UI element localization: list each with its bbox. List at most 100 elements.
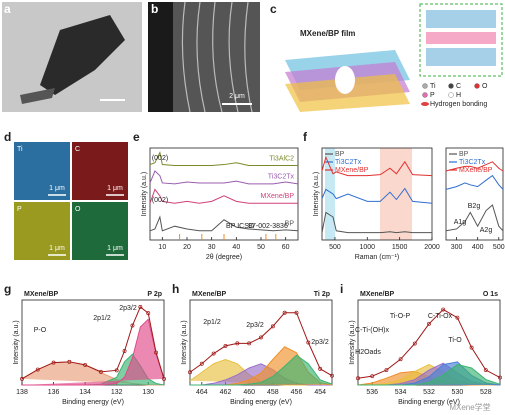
y-axis-label: Intensity (a.u.)	[349, 320, 356, 364]
annotation: Ti-O-P	[390, 313, 411, 320]
x-tick-label: 528	[480, 389, 492, 396]
series-line	[22, 318, 165, 386]
highlight-band	[325, 148, 335, 240]
chart-title: MXene/BP	[192, 291, 227, 298]
annotation: BP ICSD	[226, 223, 254, 230]
y-axis-label: Intensity (a.u.)	[141, 172, 148, 216]
annotation: A1g	[454, 219, 467, 226]
x-tick-label: 462	[220, 389, 232, 396]
annotation: (002)	[152, 155, 168, 162]
series-line	[149, 188, 298, 204]
sem-layers	[181, 1, 253, 113]
eds-map	[72, 142, 128, 200]
data-point	[384, 368, 389, 372]
data-point	[138, 305, 143, 309]
x-tick-label: 40	[232, 244, 240, 251]
eds-map	[72, 202, 128, 260]
x-tick-label: 536	[366, 389, 378, 396]
inset-box	[419, 3, 503, 77]
data-point	[356, 376, 360, 381]
panel-label: d	[4, 130, 11, 144]
annotation: A2g	[480, 227, 493, 234]
chart-title: MXene/BP	[360, 291, 395, 298]
data-point	[130, 323, 135, 328]
diagram-legend: Ti C O P H Hydrogen bonding	[421, 83, 488, 108]
series-line	[321, 211, 432, 234]
series-line	[149, 151, 298, 166]
legend-label: Ti3C2Tx	[335, 159, 362, 166]
data-point	[162, 376, 166, 381]
x-tick-label: 20	[183, 244, 191, 251]
chart-subtitle: Ti 2p	[314, 291, 330, 298]
scale-label: 1 μm	[107, 185, 123, 192]
data-point	[51, 360, 56, 365]
data-point	[223, 343, 228, 348]
data-point	[211, 351, 216, 356]
data-point	[83, 362, 88, 367]
annotation: 2p3/2	[311, 339, 329, 346]
data-point	[247, 341, 252, 346]
scale-label: 1 μm	[107, 245, 123, 252]
x-axis-label: Binding energy (eV)	[398, 399, 460, 406]
data-point	[318, 366, 323, 371]
annotation: P-O	[34, 327, 47, 334]
map-label: P	[17, 206, 22, 213]
x-tick-label: 1000	[360, 244, 376, 251]
data-point	[455, 315, 460, 320]
y-axis-label: Intensity (a.u.)	[13, 320, 20, 364]
x-tick-label: 458	[267, 389, 279, 396]
annotation: C-Ti-Ox	[428, 313, 453, 320]
x-tick-label: 2000	[424, 244, 440, 251]
x-tick-label: 30	[208, 244, 216, 251]
legend-swatch	[448, 83, 454, 89]
legend-label: Ti	[430, 83, 436, 90]
data-point	[282, 310, 287, 315]
legend-label: BP	[335, 151, 345, 158]
legend-label: O	[482, 83, 488, 90]
series-line	[21, 306, 165, 380]
data-point	[306, 340, 311, 345]
scale-label: 2 μm	[229, 93, 245, 100]
x-tick-label: 532	[423, 389, 435, 396]
legend-swatch	[421, 102, 429, 106]
data-point	[441, 307, 446, 312]
legend-label: C	[456, 83, 461, 90]
annotation: Ti-O	[448, 337, 462, 344]
x-axis-label: Binding energy (eV)	[62, 399, 124, 406]
x-tick-label: 10	[158, 244, 166, 251]
plot-frame	[321, 147, 433, 241]
data-point	[483, 368, 488, 372]
annotation: 97-002-3836	[248, 223, 288, 230]
series-line	[190, 354, 333, 386]
series-label: BP	[285, 221, 295, 228]
tweezers	[20, 88, 55, 104]
plot-frame	[445, 147, 504, 241]
data-point	[35, 367, 40, 372]
data-point	[146, 311, 151, 316]
legend-swatch	[422, 92, 428, 98]
map-label: O	[75, 206, 81, 213]
x-axis-label: 2θ (degree)	[206, 254, 242, 261]
data-point	[398, 357, 403, 362]
watermark: MXene学堂	[449, 402, 490, 412]
x-tick-label: 530	[452, 389, 464, 396]
data-point	[330, 373, 334, 378]
legend-swatch	[474, 83, 480, 89]
legend-label: MXene/BP	[335, 167, 369, 174]
series-line	[321, 155, 433, 177]
x-tick-label: 134	[79, 389, 91, 396]
data-point	[370, 374, 375, 379]
film	[40, 15, 125, 95]
x-tick-label: 500	[493, 244, 505, 251]
x-axis-label: Raman (cm⁻¹)	[355, 254, 400, 261]
data-point	[235, 341, 240, 346]
annotation: H2Oads	[355, 349, 381, 356]
annotation: (002)	[152, 197, 168, 204]
data-point	[199, 361, 204, 366]
annotation: C-Ti-(OH)x	[355, 327, 389, 334]
data-point	[98, 369, 103, 374]
x-tick-label: 500	[329, 244, 341, 251]
chart-title: MXene/BP	[24, 291, 59, 298]
data-point	[114, 368, 119, 373]
x-tick-label: 132	[111, 389, 123, 396]
